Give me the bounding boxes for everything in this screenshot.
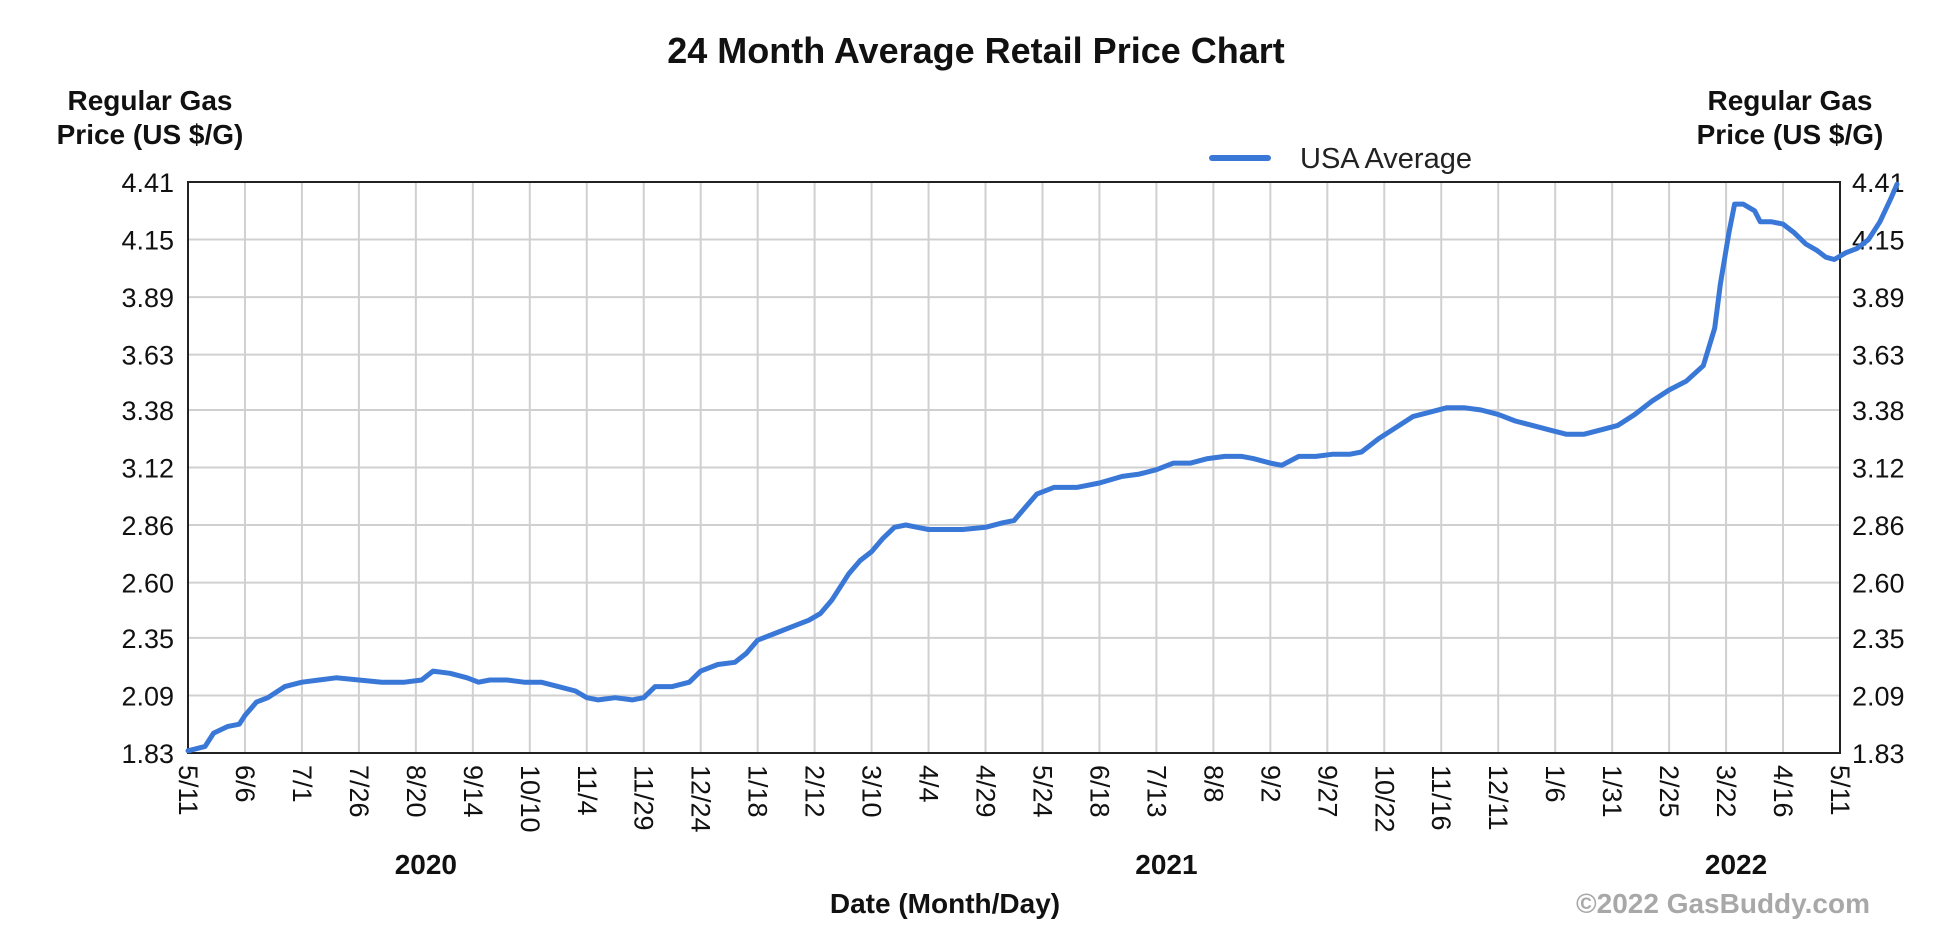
legend: USA Average bbox=[1209, 143, 1472, 175]
x-tick-label: 8/20 bbox=[401, 765, 431, 818]
x-tick-label: 6/6 bbox=[230, 765, 260, 803]
plot-frame bbox=[187, 181, 1841, 754]
y-axis-label-left: Regular Gas Price (US $/G) bbox=[56, 85, 244, 150]
y-tick-label-right: 3.63 bbox=[1852, 341, 1905, 371]
x-tick-label: 9/14 bbox=[458, 765, 488, 818]
x-tick-label: 5/11 bbox=[173, 765, 203, 816]
x-ticks: 5/11 6/6 7/1 7/26 8/20 9/14 10/10 11/4 11/29 12/2… bbox=[173, 765, 1855, 833]
y-tick-label-right: 3.12 bbox=[1852, 454, 1905, 484]
y-tick-label-right: 2.35 bbox=[1852, 624, 1905, 654]
chart-title: 24 Month Average Retail Price Chart bbox=[667, 30, 1285, 71]
y-tick-label-right: 2.60 bbox=[1852, 569, 1905, 599]
x-tick-label: 2/12 bbox=[800, 765, 830, 818]
y-tick-label-left: 3.12 bbox=[121, 454, 174, 484]
x-tick-label: 12/11 bbox=[1483, 765, 1513, 831]
x-tick-label: 7/26 bbox=[344, 765, 374, 818]
y-tick-label-right: 3.38 bbox=[1852, 396, 1905, 426]
year-labels: 2020 2021 2022 bbox=[395, 849, 1768, 880]
x-axis-label: Date (Month/Day) bbox=[829, 888, 1061, 919]
x-tick-label: 4/16 bbox=[1768, 765, 1798, 818]
y-ticks-left: 1.83 2.09 2.35 2.60 2.86 3.12 3.38 3.63 3.89 4.15… bbox=[121, 168, 174, 769]
y-tick-label-left: 2.09 bbox=[121, 681, 174, 711]
y-tick-label-right: 4.15 bbox=[1852, 226, 1905, 256]
x-tick-label: 6/18 bbox=[1084, 765, 1114, 818]
x-tick-label: 1/18 bbox=[743, 765, 773, 818]
year-label: 2020 bbox=[395, 849, 457, 880]
x-tick-label: 3/10 bbox=[857, 765, 887, 818]
y-ticks-right: 1.83 2.09 2.35 2.60 2.86 3.12 3.38 3.63 3.89 4.15… bbox=[1852, 168, 1905, 769]
grid bbox=[187, 181, 1841, 754]
y-tick-label-right: 2.86 bbox=[1852, 511, 1905, 541]
y-tick-label-left: 3.63 bbox=[121, 341, 174, 371]
x-tick-label: 1/31 bbox=[1597, 765, 1627, 818]
y-tick-label-left: 2.35 bbox=[121, 624, 174, 654]
legend-label: USA Average bbox=[1300, 143, 1472, 175]
y-tick-label-left: 1.83 bbox=[121, 739, 174, 769]
x-tick-label: 11/16 bbox=[1426, 765, 1456, 831]
y-tick-label-left: 2.86 bbox=[121, 511, 174, 541]
x-tick-label: 2/25 bbox=[1654, 765, 1684, 818]
x-tick-label: 10/10 bbox=[515, 765, 545, 833]
y-axis-label-right: Regular Gas Price (US $/G) bbox=[1696, 85, 1884, 150]
x-tick-label: 10/22 bbox=[1369, 765, 1399, 833]
x-tick-label: 7/1 bbox=[287, 765, 317, 803]
y-tick-label-left: 4.15 bbox=[121, 226, 174, 256]
copyright: ©2022 GasBuddy.com bbox=[1576, 888, 1870, 919]
x-tick-label: 11/29 bbox=[629, 765, 659, 831]
series-line-usa-average bbox=[185, 181, 1900, 754]
x-tick-label: 1/6 bbox=[1540, 765, 1570, 803]
y-tick-label-right: 1.83 bbox=[1852, 739, 1905, 769]
x-tick-label: 9/2 bbox=[1255, 765, 1285, 803]
y-tick-label-right: 2.09 bbox=[1852, 681, 1905, 711]
x-tick-label: 7/13 bbox=[1141, 765, 1171, 818]
year-label: 2022 bbox=[1705, 849, 1767, 880]
y-tick-label-left: 4.41 bbox=[121, 168, 174, 198]
x-tick-label: 11/4 bbox=[572, 765, 602, 816]
y-tick-label-left: 3.38 bbox=[121, 396, 174, 426]
x-tick-label: 12/24 bbox=[686, 765, 716, 833]
x-tick-label: 8/8 bbox=[1198, 765, 1228, 803]
year-label: 2021 bbox=[1135, 849, 1197, 880]
x-tick-label: 9/27 bbox=[1312, 765, 1342, 818]
x-tick-label: 4/4 bbox=[914, 765, 944, 803]
x-tick-label: 5/11 bbox=[1825, 765, 1855, 816]
y-tick-label-left: 3.89 bbox=[121, 283, 174, 313]
y-tick-label-left: 2.60 bbox=[121, 569, 174, 599]
x-tick-label: 3/22 bbox=[1711, 765, 1741, 818]
x-tick-label: 5/24 bbox=[1027, 765, 1057, 818]
y-tick-label-right: 3.89 bbox=[1852, 283, 1905, 313]
x-tick-label: 4/29 bbox=[971, 765, 1001, 818]
